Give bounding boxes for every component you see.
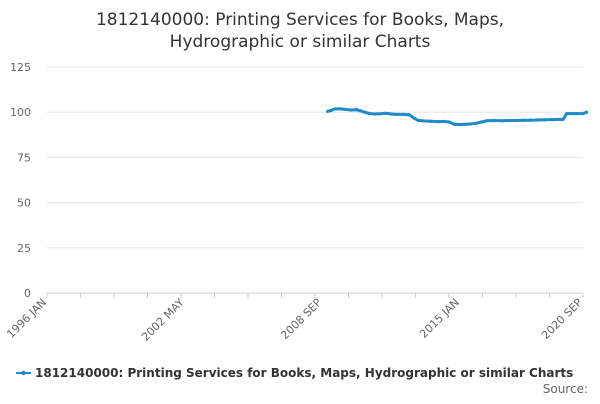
data-point[interactable]: [349, 108, 353, 112]
data-point[interactable]: [557, 117, 562, 122]
x-tick-label: 2002 MAY: [139, 296, 187, 344]
source-label: Source:: [543, 382, 588, 396]
x-tick-label: 2008 SEP: [278, 296, 324, 342]
data-point[interactable]: [429, 119, 433, 123]
data-point[interactable]: [585, 110, 589, 114]
legend-marker: [21, 370, 26, 376]
data-point[interactable]: [543, 118, 547, 122]
y-tick-label: 25: [17, 242, 31, 255]
chart-title-line-2: Hydrographic or similar Charts: [170, 32, 431, 52]
data-point[interactable]: [507, 118, 511, 123]
data-point[interactable]: [492, 118, 496, 123]
data-point[interactable]: [581, 111, 585, 116]
data-point[interactable]: [358, 109, 362, 113]
data-point[interactable]: [561, 117, 565, 122]
data-point[interactable]: [416, 118, 420, 123]
y-tick-label: 125: [10, 61, 31, 74]
data-point[interactable]: [452, 122, 457, 126]
chart-title-line-1: 1812140000: Printing Services for Books,…: [96, 10, 504, 30]
x-tick-label: 2020 SEP: [539, 296, 585, 342]
data-point[interactable]: [463, 122, 467, 126]
data-point[interactable]: [447, 120, 451, 124]
axes: [46, 292, 584, 298]
series-line[interactable]: [326, 107, 589, 126]
y-tick-label: 75: [17, 151, 31, 164]
data-point[interactable]: [528, 118, 533, 122]
data-point[interactable]: [575, 112, 580, 116]
data-point[interactable]: [550, 118, 554, 122]
data-point[interactable]: [474, 121, 478, 125]
data-point[interactable]: [422, 119, 426, 123]
grid-lines: [47, 66, 583, 249]
data-point[interactable]: [389, 112, 393, 116]
data-point[interactable]: [458, 122, 462, 127]
data-point[interactable]: [378, 112, 382, 116]
y-tick-label: 0: [24, 287, 31, 300]
data-point[interactable]: [329, 108, 333, 112]
data-point[interactable]: [338, 107, 342, 111]
x-axis-tick-labels: 1996 JAN 2002 MAY 2008 SEP 2015 JAN 2020 SEP: [4, 296, 585, 344]
data-point[interactable]: [355, 108, 359, 112]
x-tick-label: 1996 JAN: [4, 296, 49, 341]
data-point[interactable]: [407, 113, 411, 117]
data-point[interactable]: [344, 107, 348, 112]
data-point[interactable]: [441, 119, 446, 124]
data-point[interactable]: [402, 112, 406, 116]
data-point[interactable]: [326, 109, 330, 113]
legend-label: 1812140000: Printing Services for Books,…: [35, 366, 573, 380]
data-point[interactable]: [373, 112, 377, 116]
data-point[interactable]: [499, 119, 504, 123]
x-tick-label: 2015 JAN: [417, 296, 462, 341]
data-point[interactable]: [514, 118, 518, 123]
y-axis-tick-labels: 0 25 50 75 100 125: [10, 61, 31, 300]
y-tick-label: 50: [17, 197, 31, 210]
data-point[interactable]: [412, 116, 417, 121]
y-tick-label: 100: [10, 106, 31, 119]
data-point[interactable]: [394, 112, 399, 116]
data-point[interactable]: [384, 111, 388, 115]
data-point[interactable]: [469, 122, 473, 126]
data-point[interactable]: [436, 120, 440, 124]
data-point[interactable]: [479, 120, 484, 124]
data-point[interactable]: [536, 118, 540, 122]
data-point[interactable]: [333, 107, 337, 111]
data-point[interactable]: [485, 119, 489, 123]
data-point[interactable]: [565, 112, 569, 116]
data-point[interactable]: [362, 110, 366, 114]
data-point[interactable]: [521, 118, 525, 122]
legend[interactable]: 1812140000: Printing Services for Books,…: [16, 366, 573, 380]
data-point[interactable]: [570, 111, 574, 116]
data-point[interactable]: [367, 111, 371, 116]
series-layer: [326, 107, 589, 127]
